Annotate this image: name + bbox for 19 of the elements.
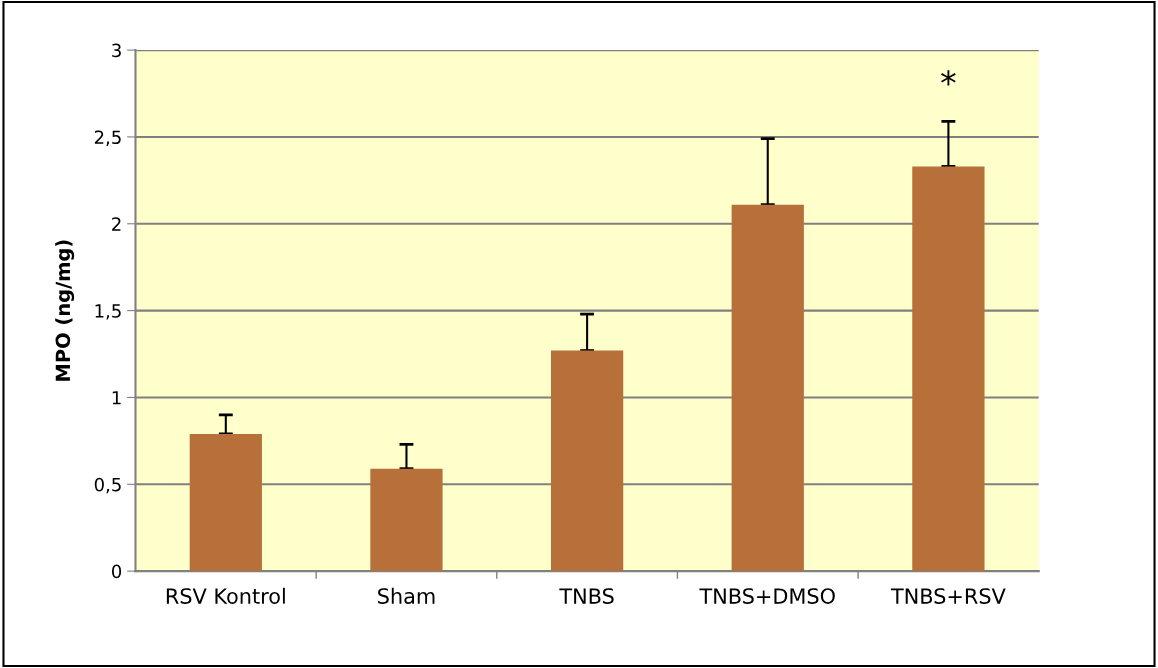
- x-tick-label: TNBS: [559, 588, 614, 604]
- y-tick-label: 2,5: [94, 130, 121, 146]
- annotation: *: [941, 70, 956, 86]
- y-tick-label: 1,5: [95, 304, 121, 320]
- y-axis-title: MPO (ng/mg): [55, 240, 75, 381]
- y-tick-label: 3: [112, 43, 121, 58]
- x-tick-label: RSV Kontrol: [166, 587, 285, 604]
- x-tick-label: TNBS+RSV: [890, 588, 1006, 604]
- y-tick-label: 0: [111, 564, 122, 579]
- bar: [731, 204, 804, 572]
- y-tick-label: 2: [112, 217, 121, 231]
- bar: [370, 468, 443, 572]
- y-tick-label: 0,5: [94, 477, 121, 494]
- bar: [189, 433, 262, 572]
- x-tick-label: Sham: [378, 587, 435, 604]
- bar: [550, 350, 624, 572]
- bar: [912, 166, 985, 572]
- y-tick-label: 1: [112, 391, 121, 405]
- x-tick-label: TNBS+DMSO: [699, 588, 835, 604]
